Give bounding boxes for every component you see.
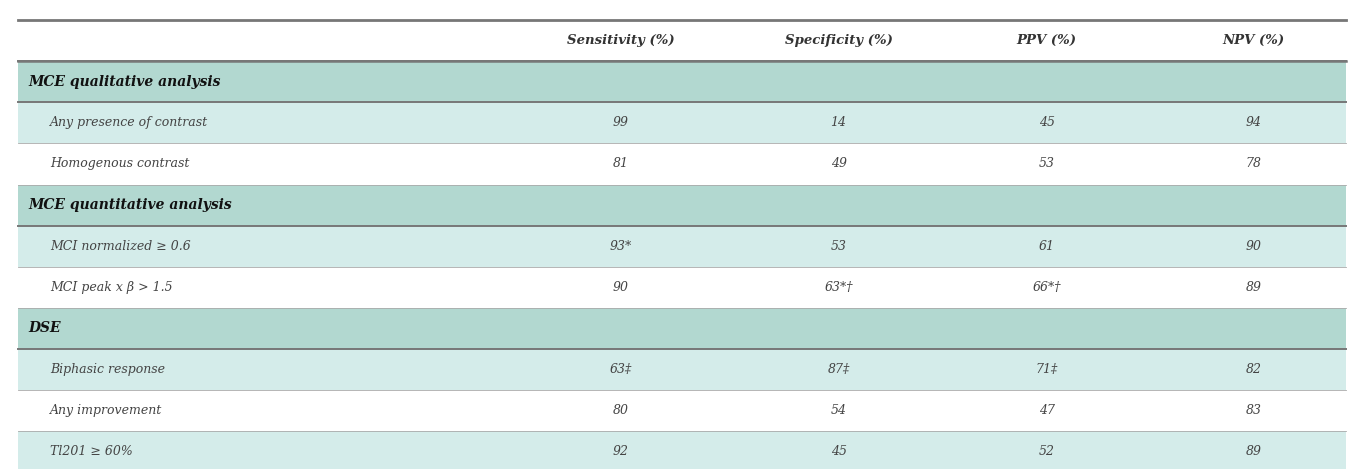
Text: 93*: 93* <box>610 240 632 253</box>
Text: 89: 89 <box>1245 281 1262 294</box>
Text: 90: 90 <box>612 281 629 294</box>
Text: 49: 49 <box>831 157 847 171</box>
Text: Any presence of contrast: Any presence of contrast <box>50 117 209 129</box>
Text: 45: 45 <box>1039 117 1054 129</box>
Bar <box>18 390 1346 431</box>
Bar <box>18 349 1346 390</box>
Bar <box>18 61 1346 102</box>
Text: 53: 53 <box>1039 157 1054 171</box>
Text: 54: 54 <box>831 404 847 417</box>
Text: 61: 61 <box>1039 240 1054 253</box>
Text: 66*†: 66*† <box>1033 281 1061 294</box>
Text: PPV (%): PPV (%) <box>1016 34 1076 47</box>
Text: Biphasic response: Biphasic response <box>50 363 165 376</box>
Bar <box>18 20 1346 61</box>
Text: 80: 80 <box>612 404 629 417</box>
Text: 87‡: 87‡ <box>828 363 850 376</box>
Bar <box>18 102 1346 143</box>
Text: MCI peak x β > 1.5: MCI peak x β > 1.5 <box>50 281 173 294</box>
Text: 81: 81 <box>612 157 629 171</box>
Bar <box>18 267 1346 308</box>
Text: Any improvement: Any improvement <box>50 404 162 417</box>
Text: 63‡: 63‡ <box>610 363 632 376</box>
Text: MCE qualitative analysis: MCE qualitative analysis <box>29 75 221 89</box>
Text: 92: 92 <box>612 445 629 458</box>
Text: Specificity (%): Specificity (%) <box>784 34 892 47</box>
Text: DSE: DSE <box>29 321 61 336</box>
Text: Tl201 ≥ 60%: Tl201 ≥ 60% <box>50 445 134 458</box>
Text: 83: 83 <box>1245 404 1262 417</box>
Bar <box>18 308 1346 349</box>
Bar <box>18 185 1346 226</box>
Text: 78: 78 <box>1245 157 1262 171</box>
Bar <box>18 226 1346 267</box>
Text: MCE quantitative analysis: MCE quantitative analysis <box>29 198 232 212</box>
Text: 14: 14 <box>831 117 847 129</box>
Text: 99: 99 <box>612 117 629 129</box>
Text: 89: 89 <box>1245 445 1262 458</box>
Text: 47: 47 <box>1039 404 1054 417</box>
Text: MCI normalized ≥ 0.6: MCI normalized ≥ 0.6 <box>50 240 191 253</box>
Text: 71‡: 71‡ <box>1035 363 1058 376</box>
Text: Homogenous contrast: Homogenous contrast <box>50 157 190 171</box>
Bar <box>18 431 1346 470</box>
Text: 90: 90 <box>1245 240 1262 253</box>
Text: 94: 94 <box>1245 117 1262 129</box>
Text: 63*†: 63*† <box>824 281 852 294</box>
Text: Sensitivity (%): Sensitivity (%) <box>567 34 675 47</box>
Text: 45: 45 <box>831 445 847 458</box>
Text: 53: 53 <box>831 240 847 253</box>
Text: 82: 82 <box>1245 363 1262 376</box>
Text: 52: 52 <box>1039 445 1054 458</box>
Bar <box>18 143 1346 185</box>
Text: NPV (%): NPV (%) <box>1222 34 1285 47</box>
